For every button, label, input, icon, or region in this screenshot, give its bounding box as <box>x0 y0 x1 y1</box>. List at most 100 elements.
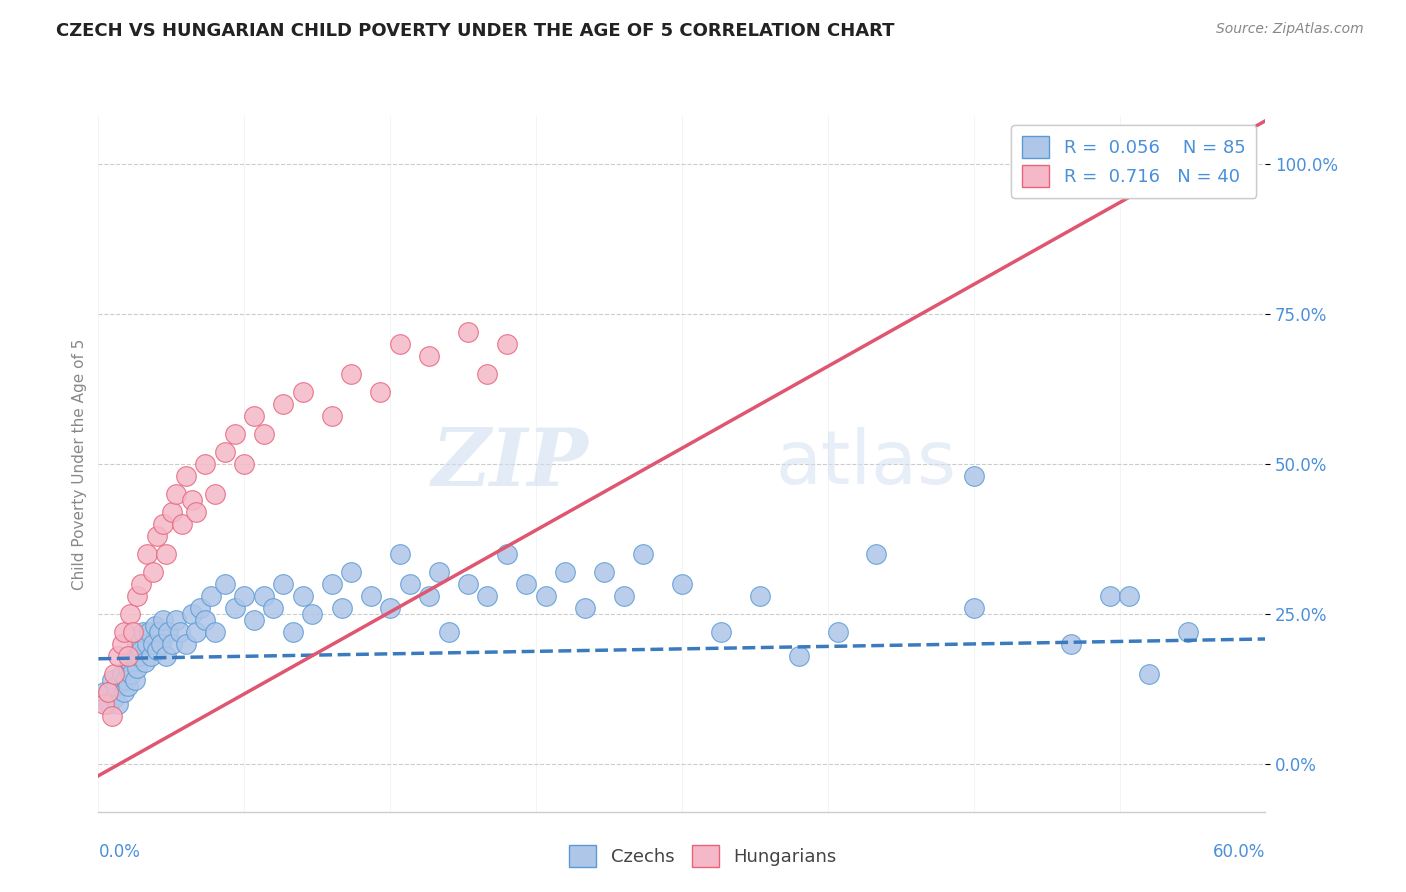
Point <box>97 697 120 711</box>
Text: ZIP: ZIP <box>432 425 589 502</box>
Point <box>388 337 411 351</box>
Point <box>865 547 887 561</box>
Point <box>321 576 343 591</box>
Point <box>157 624 180 639</box>
Point <box>122 624 145 639</box>
Point <box>962 600 984 615</box>
Point <box>162 505 184 519</box>
Point <box>103 690 125 705</box>
Point <box>170 516 193 531</box>
Point <box>152 516 174 531</box>
Point <box>827 624 849 639</box>
Point <box>340 565 363 579</box>
Point <box>174 637 197 651</box>
Point <box>291 589 314 603</box>
Point <box>184 505 207 519</box>
Point <box>370 384 392 399</box>
Point <box>155 547 177 561</box>
Point <box>107 648 129 663</box>
Legend: R =  0.056    N = 85, R =  0.716   N = 40: R = 0.056 N = 85, R = 0.716 N = 40 <box>1011 125 1257 198</box>
Point <box>271 576 294 591</box>
Point <box>321 409 343 423</box>
Point <box>710 624 733 639</box>
Point <box>194 457 217 471</box>
Point <box>111 666 134 681</box>
Point <box>243 613 266 627</box>
Text: Source: ZipAtlas.com: Source: ZipAtlas.com <box>1216 22 1364 37</box>
Text: 0.0%: 0.0% <box>98 843 141 861</box>
Point <box>418 589 440 603</box>
Point <box>574 600 596 615</box>
Point <box>136 547 159 561</box>
Point <box>388 547 411 561</box>
Point <box>787 648 810 663</box>
Point <box>1098 589 1121 603</box>
Point <box>188 600 211 615</box>
Point <box>330 600 353 615</box>
Point <box>495 547 517 561</box>
Point <box>204 624 226 639</box>
Point <box>233 457 256 471</box>
Point <box>477 367 499 381</box>
Point <box>112 685 135 699</box>
Point <box>1177 624 1199 639</box>
Point <box>97 685 120 699</box>
Point <box>127 661 149 675</box>
Point <box>124 673 146 687</box>
Point <box>180 492 202 507</box>
Point <box>117 648 139 663</box>
Point <box>136 637 159 651</box>
Point <box>1137 666 1160 681</box>
Point <box>180 607 202 621</box>
Point <box>360 589 382 603</box>
Point <box>142 637 165 651</box>
Point <box>593 565 616 579</box>
Point <box>103 666 125 681</box>
Point <box>93 697 115 711</box>
Point <box>165 613 187 627</box>
Point <box>138 624 160 639</box>
Point <box>114 673 136 687</box>
Point <box>118 607 141 621</box>
Point <box>271 397 294 411</box>
Point <box>437 624 460 639</box>
Point <box>165 487 187 501</box>
Point <box>152 613 174 627</box>
Point <box>149 637 172 651</box>
Point <box>515 576 537 591</box>
Point <box>233 589 256 603</box>
Point <box>1118 589 1140 603</box>
Point <box>534 589 557 603</box>
Point <box>631 547 654 561</box>
Point <box>398 576 420 591</box>
Point <box>962 468 984 483</box>
Point <box>204 487 226 501</box>
Point <box>117 679 139 693</box>
Point <box>253 426 276 441</box>
Point <box>127 637 149 651</box>
Point <box>281 624 304 639</box>
Point <box>612 589 634 603</box>
Point <box>457 325 479 339</box>
Point <box>146 529 169 543</box>
Point <box>477 589 499 603</box>
Point <box>184 624 207 639</box>
Point <box>134 655 156 669</box>
Point <box>132 624 155 639</box>
Point <box>121 666 143 681</box>
Text: CZECH VS HUNGARIAN CHILD POVERTY UNDER THE AGE OF 5 CORRELATION CHART: CZECH VS HUNGARIAN CHILD POVERTY UNDER T… <box>56 22 894 40</box>
Text: 60.0%: 60.0% <box>1213 843 1265 861</box>
Point <box>129 642 152 657</box>
Point <box>457 576 479 591</box>
Point <box>112 624 135 639</box>
Point <box>554 565 576 579</box>
Point <box>104 679 127 693</box>
Legend: Czechs, Hungarians: Czechs, Hungarians <box>562 838 844 874</box>
Point <box>101 673 124 687</box>
Point <box>139 648 162 663</box>
Point <box>111 637 134 651</box>
Point <box>262 600 284 615</box>
Point <box>340 367 363 381</box>
Point <box>101 708 124 723</box>
Point <box>214 445 236 459</box>
